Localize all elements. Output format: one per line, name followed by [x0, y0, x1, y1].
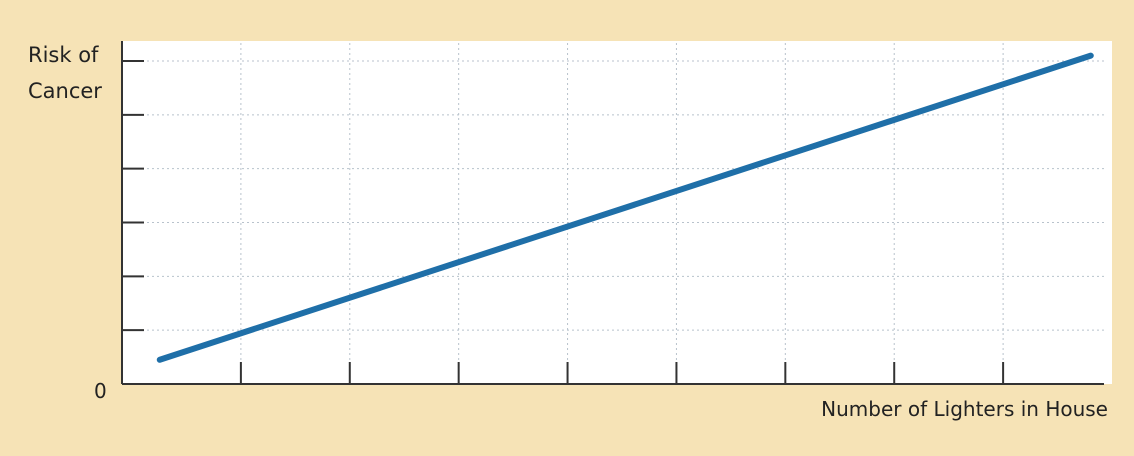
- series-layer: [156, 52, 1094, 363]
- x-axis-label: Number of Lighters in House: [821, 397, 1108, 421]
- series-line: [156, 52, 1094, 363]
- origin-label: 0: [94, 379, 107, 403]
- y-axis-label-line2: Cancer: [28, 79, 102, 103]
- axis-layer: [121, 41, 1104, 385]
- grid-layer: [122, 43, 1104, 384]
- y-axis-label-line1: Risk of: [28, 43, 99, 67]
